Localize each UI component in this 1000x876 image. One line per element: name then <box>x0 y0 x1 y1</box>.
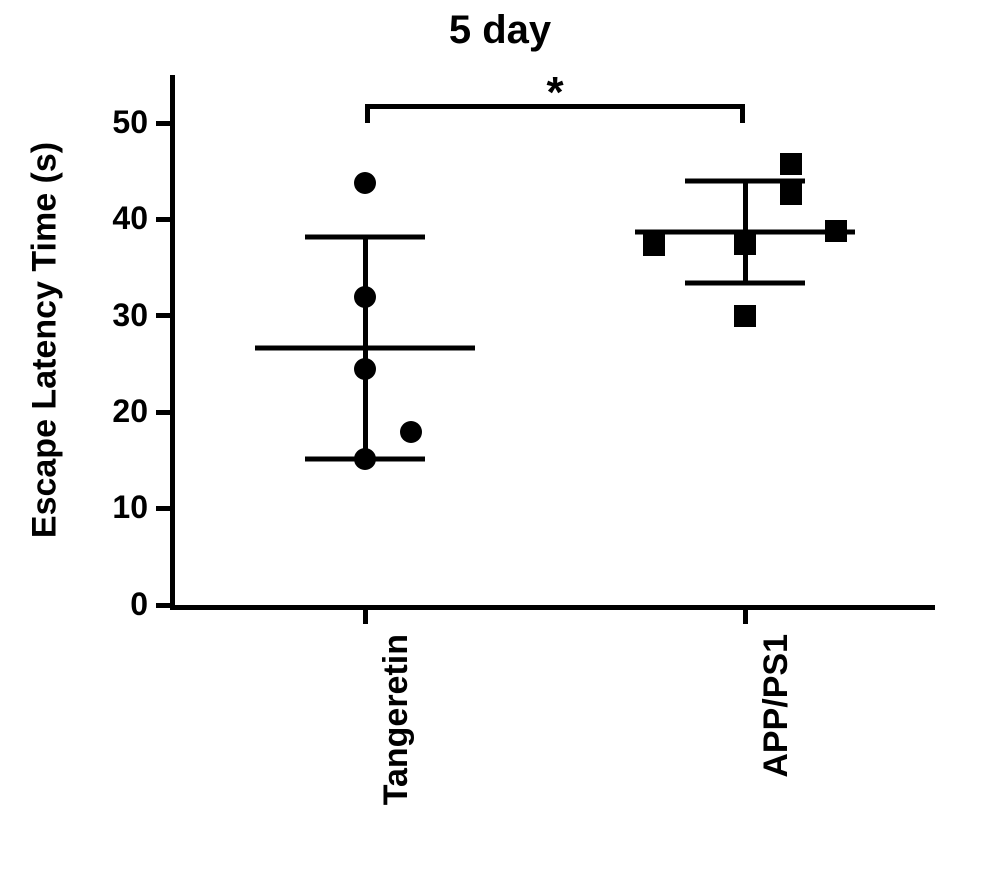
y-tick-label: 40 <box>112 200 148 237</box>
mean-line <box>255 345 475 350</box>
data-point-square <box>780 183 802 205</box>
plot-area <box>175 75 935 605</box>
data-point-circle <box>354 172 376 194</box>
x-tick <box>363 610 368 624</box>
y-tick <box>156 603 170 608</box>
chart-container: 5 day Escape Latency Time (s) 0 10 20 30 40 5… <box>0 0 1000 876</box>
y-tick-label: 0 <box>130 586 148 623</box>
data-point-square <box>780 153 802 175</box>
y-tick <box>156 506 170 511</box>
y-tick <box>156 217 170 222</box>
y-axis <box>170 75 175 610</box>
x-axis <box>170 605 935 610</box>
data-point-circle <box>354 286 376 308</box>
x-category-label: Tangeretin <box>377 634 416 874</box>
y-tick-label: 50 <box>112 104 148 141</box>
y-tick <box>156 121 170 126</box>
x-tick <box>743 610 748 624</box>
y-axis-label: Escape Latency Time (s) <box>26 142 65 538</box>
data-point-circle <box>354 358 376 380</box>
data-point-square <box>643 234 665 256</box>
y-tick <box>156 313 170 318</box>
significance-drop <box>365 104 370 123</box>
y-tick-label: 10 <box>112 489 148 526</box>
x-category-label: APP/PS1 <box>757 634 796 874</box>
data-point-circle <box>354 448 376 470</box>
error-cap <box>305 234 425 239</box>
y-tick-label: 30 <box>112 297 148 334</box>
data-point-circle <box>400 421 422 443</box>
error-cap <box>685 281 805 286</box>
data-point-square <box>734 233 756 255</box>
significance-drop <box>740 104 745 123</box>
data-point-square <box>734 305 756 327</box>
data-point-square <box>825 220 847 242</box>
y-tick <box>156 410 170 415</box>
chart-title: 5 day <box>0 8 1000 53</box>
significance-label: * <box>546 68 563 118</box>
y-tick-label: 20 <box>112 393 148 430</box>
